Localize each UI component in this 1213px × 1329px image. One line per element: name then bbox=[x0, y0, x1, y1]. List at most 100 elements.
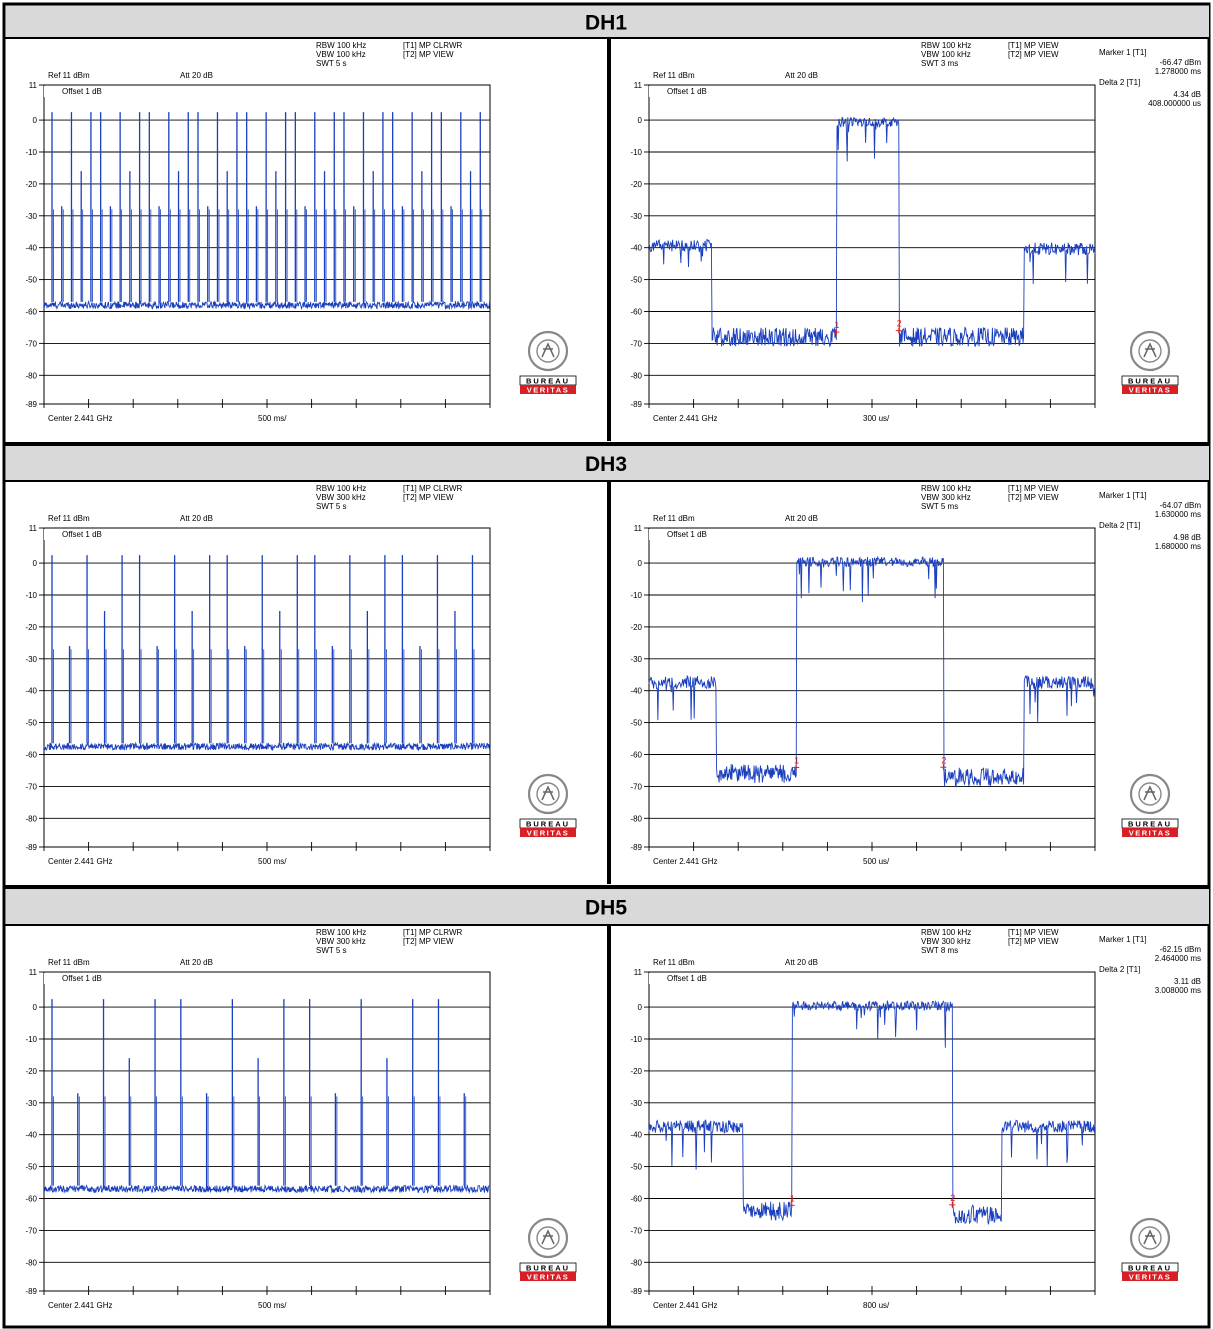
y-tick-label: -20 bbox=[630, 180, 642, 189]
ref-level-label: Ref 11 dBm bbox=[653, 958, 695, 967]
row-header bbox=[6, 888, 1209, 925]
trace2-label: [T2] MP VIEW bbox=[1008, 493, 1059, 502]
marker-label: 2 bbox=[897, 319, 902, 329]
trace2-label: [T2] MP VIEW bbox=[403, 50, 454, 59]
y-tick-label: -70 bbox=[25, 782, 37, 791]
y-tick-label: -80 bbox=[25, 814, 37, 823]
y-tick-label: -50 bbox=[630, 719, 642, 728]
y-tick-label: 11 bbox=[29, 81, 38, 90]
logo-word-veritas: VERITAS bbox=[1129, 386, 1171, 395]
y-tick-label: -50 bbox=[25, 1163, 37, 1172]
y-tick-label: -50 bbox=[25, 719, 37, 728]
offset-box bbox=[649, 973, 741, 984]
row-title: DH3 bbox=[585, 453, 627, 476]
trace2-label: [T2] MP VIEW bbox=[1008, 50, 1059, 59]
delta2-level: 4.34 dB bbox=[1173, 90, 1201, 99]
delta2-time: 3.008000 ms bbox=[1155, 986, 1201, 995]
y-tick-label: 11 bbox=[29, 524, 38, 533]
y-tick-label: -80 bbox=[25, 371, 37, 380]
ref-level-label: Ref 11 dBm bbox=[48, 71, 90, 80]
swt-label: SWT 3 ms bbox=[921, 59, 958, 68]
y-tick-label: -89 bbox=[630, 1287, 642, 1296]
row-header bbox=[6, 445, 1209, 481]
trace2-label: [T2] MP VIEW bbox=[1008, 937, 1059, 946]
marker-label: 2 bbox=[941, 755, 946, 765]
delta2-time: 408.000000 us bbox=[1148, 99, 1201, 108]
logo-word-veritas: VERITAS bbox=[1129, 1273, 1171, 1282]
rbw-label: RBW 100 kHz bbox=[316, 41, 366, 50]
row-title: DH1 bbox=[585, 12, 627, 35]
y-tick-label: -20 bbox=[25, 180, 37, 189]
marker-label: 2 bbox=[950, 1193, 955, 1203]
logo-veritas-box bbox=[520, 828, 576, 837]
vbw-label: VBW 100 kHz bbox=[316, 50, 366, 59]
y-tick-label: -40 bbox=[630, 244, 642, 253]
vbw-label: VBW 300 kHz bbox=[921, 493, 971, 502]
y-tick-label: -70 bbox=[25, 1226, 37, 1235]
logo-figure bbox=[541, 785, 555, 801]
y-tick-label: 11 bbox=[634, 81, 643, 90]
y-tick-label: -60 bbox=[25, 750, 37, 759]
logo-word-veritas: VERITAS bbox=[527, 386, 569, 395]
attenuation-label: Att 20 dB bbox=[180, 71, 213, 80]
sweep-time-label: 500 ms/ bbox=[258, 414, 287, 423]
offset-box bbox=[44, 529, 136, 540]
logo-veritas-box bbox=[520, 1272, 576, 1281]
trace2-label: [T2] MP VIEW bbox=[403, 937, 454, 946]
y-tick-label: -60 bbox=[630, 307, 642, 316]
y-tick-label: -70 bbox=[630, 339, 642, 348]
vbw-label: VBW 300 kHz bbox=[921, 937, 971, 946]
y-tick-label: 0 bbox=[33, 559, 38, 568]
y-tick-label: -40 bbox=[25, 687, 37, 696]
marker1-label: Marker 1 [T1] bbox=[1099, 491, 1147, 500]
trace-line bbox=[648, 116, 1096, 348]
y-tick-label: -50 bbox=[630, 1163, 642, 1172]
logo-word-veritas: VERITAS bbox=[1129, 829, 1171, 838]
trace1-label: [T1] MP CLRWR bbox=[403, 928, 462, 937]
offset-label: Offset 1 dB bbox=[667, 974, 707, 983]
trace-line bbox=[648, 555, 1096, 788]
trace1-label: [T1] MP VIEW bbox=[1008, 41, 1059, 50]
y-tick-label: 0 bbox=[33, 1003, 38, 1012]
y-tick-label: -89 bbox=[25, 843, 37, 852]
marker-label: 1 bbox=[834, 320, 839, 330]
marker1-label: Marker 1 [T1] bbox=[1099, 48, 1147, 57]
y-tick-label: -80 bbox=[630, 1258, 642, 1267]
y-tick-label: -89 bbox=[630, 400, 642, 409]
attenuation-label: Att 20 dB bbox=[785, 958, 818, 967]
logo-figure bbox=[1143, 342, 1157, 358]
logo-veritas-box bbox=[1122, 385, 1178, 394]
y-tick-label: -50 bbox=[25, 276, 37, 285]
rbw-label: RBW 100 kHz bbox=[921, 41, 971, 50]
y-tick-label: -20 bbox=[25, 1067, 37, 1076]
center-freq-label: Center 2.441 GHz bbox=[653, 857, 717, 866]
plot-area bbox=[43, 971, 491, 1292]
delta2-level: 3.11 dB bbox=[1174, 977, 1201, 986]
attenuation-label: Att 20 dB bbox=[180, 514, 213, 523]
trace-line bbox=[648, 999, 1096, 1226]
logo-figure bbox=[541, 1229, 555, 1245]
offset-box bbox=[649, 529, 741, 540]
y-tick-label: -30 bbox=[630, 655, 642, 664]
offset-label: Offset 1 dB bbox=[667, 87, 707, 96]
y-tick-label: -10 bbox=[25, 591, 37, 600]
center-freq-label: Center 2.441 GHz bbox=[48, 857, 112, 866]
y-tick-label: -50 bbox=[630, 276, 642, 285]
trace-baseline bbox=[43, 299, 491, 311]
delta2-label: Delta 2 [T1] bbox=[1099, 78, 1140, 87]
center-freq-label: Center 2.441 GHz bbox=[653, 1301, 717, 1310]
y-tick-label: -40 bbox=[630, 687, 642, 696]
sweep-time-label: 500 ms/ bbox=[258, 857, 287, 866]
y-tick-label: -89 bbox=[25, 1287, 37, 1296]
logo-word-bureau: BUREAU bbox=[526, 377, 570, 386]
y-tick-label: -80 bbox=[25, 1258, 37, 1267]
marker1-level: -66.47 dBm bbox=[1160, 58, 1202, 67]
rbw-label: RBW 100 kHz bbox=[316, 928, 366, 937]
center-freq-label: Center 2.441 GHz bbox=[48, 414, 112, 423]
y-tick-label: -60 bbox=[25, 307, 37, 316]
center-freq-label: Center 2.441 GHz bbox=[48, 1301, 112, 1310]
rbw-label: RBW 100 kHz bbox=[316, 484, 366, 493]
